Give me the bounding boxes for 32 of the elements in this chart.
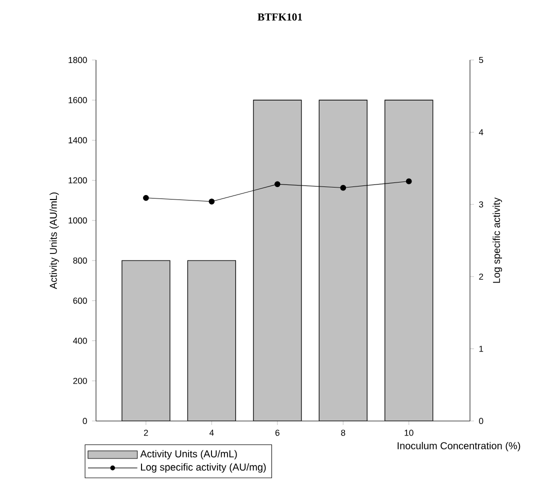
x-tick-label: 6	[275, 430, 280, 436]
y-tick-label: 0	[82, 418, 87, 424]
legend-label: Activity Units (AU/mL)	[140, 450, 237, 460]
y-tick-label: 1600	[68, 97, 87, 104]
x-axis-title: Inoculum Concentration (%)	[398, 442, 520, 452]
y2-tick-label: 3	[479, 201, 484, 208]
point	[208, 198, 215, 204]
y2-tick-label: 1	[479, 346, 484, 352]
y2-axis-title: Log specific activity	[492, 197, 502, 283]
chart-title: BTFK101	[258, 13, 302, 21]
point	[340, 184, 346, 191]
point	[274, 181, 280, 188]
y-tick-label: 1000	[68, 217, 87, 224]
y-tick-label: 200	[73, 378, 87, 384]
legend-label: Log specific activity (AU/mg)	[141, 463, 266, 473]
y-axis-title: Activity Units (AU/mL)	[50, 192, 59, 290]
point	[406, 178, 412, 184]
y2-tick-label: 0	[479, 418, 484, 424]
y-tick-label: 800	[73, 257, 87, 264]
x-tick-label: 8	[341, 430, 346, 436]
y-tick-label: 1200	[68, 177, 87, 184]
y-tick-label: 1400	[68, 137, 87, 144]
y2-tick-label: 2	[479, 274, 484, 280]
x-tick-label: 10	[404, 430, 414, 436]
x-tick-label: 2	[144, 430, 148, 436]
y-tick-label: 400	[73, 338, 87, 344]
x-tick-label: 4	[209, 430, 214, 436]
y2-tick-label: 4	[478, 129, 484, 136]
y-tick-label: 1800	[68, 56, 87, 64]
y-tick-label: 600	[73, 298, 87, 304]
point	[143, 194, 149, 201]
y2-tick-label: 5	[479, 56, 484, 64]
